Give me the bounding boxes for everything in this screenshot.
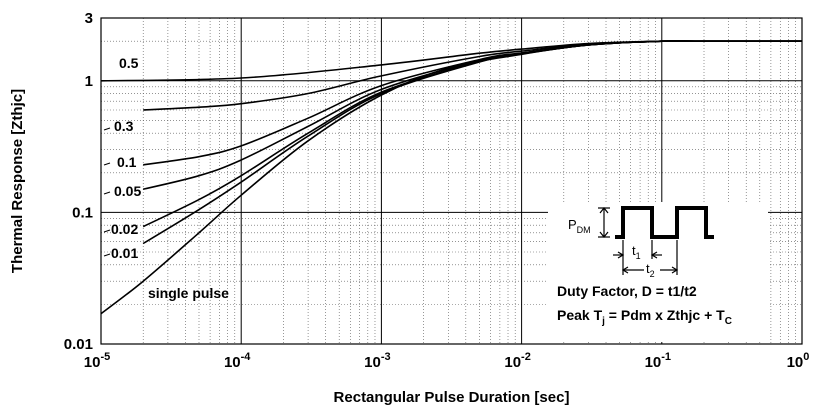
y-tick-labels: 3 1 0.1 0.01 [64, 10, 93, 353]
y-tick-label: 0.01 [64, 336, 93, 353]
x-tick-label: 10-4 [224, 351, 251, 371]
t1-label: t1 [632, 243, 641, 261]
plot-frame [100, 17, 803, 345]
curve-label-pointer [103, 253, 111, 257]
curve-label: 0.05 [114, 183, 141, 199]
curve-label: 0.3 [114, 118, 134, 134]
curve-0_3 [143, 40, 802, 111]
curve-label: 0.5 [119, 55, 139, 71]
curve-single-pulse [100, 40, 802, 315]
minor-grid [101, 18, 802, 344]
curve-label: single pulse [148, 285, 229, 301]
curve-labels: 0.5 0.3 0.1 0.05 0.02 0.01 single pulse [103, 55, 229, 301]
x-tick-label: 100 [787, 351, 810, 371]
curve-0_02 [142, 40, 802, 228]
inset-background [548, 202, 768, 342]
pdm-label: PDM [568, 217, 591, 235]
duty-cycle-inset: PDM t1 t2 Duty Factor, D = t1/t2 Peak [548, 202, 768, 342]
curve-label: 0.02 [111, 221, 138, 237]
t1-marker [613, 240, 662, 275]
y-tick-label: 3 [85, 10, 93, 27]
curve-label-pointer [103, 127, 111, 131]
peak-tj-text: Peak Tj = Pdm x Zthjc + TC [557, 307, 732, 327]
y-tick-label: 0.1 [72, 204, 93, 221]
x-tick-label: 10-2 [504, 351, 530, 371]
y-axis-label: Thermal Response [Zthjc] [9, 89, 26, 273]
curve-label-pointer [103, 162, 111, 166]
pulse-waveform [615, 206, 714, 239]
curve-label-pointer [103, 229, 111, 233]
t2-label: t2 [646, 261, 655, 279]
x-tick-labels: 10-5 10-4 10-3 10-2 10-1 100 [84, 351, 810, 371]
x-tick-label: 10-1 [645, 351, 671, 371]
x-tick-label: 10-3 [364, 351, 390, 371]
duty-factor-text: Duty Factor, D = t1/t2 [557, 283, 697, 299]
curve-label: 0.01 [111, 245, 138, 261]
curve-label: 0.1 [117, 154, 137, 170]
x-axis-label: Rectangular Pulse Duration [sec] [334, 389, 570, 406]
pdm-arrow [598, 207, 610, 238]
t2-marker [621, 240, 679, 275]
y-tick-label: 1 [85, 73, 93, 90]
curves [100, 40, 802, 315]
x-tick-label: 10-5 [84, 351, 110, 371]
curve-label-pointer [103, 191, 111, 195]
